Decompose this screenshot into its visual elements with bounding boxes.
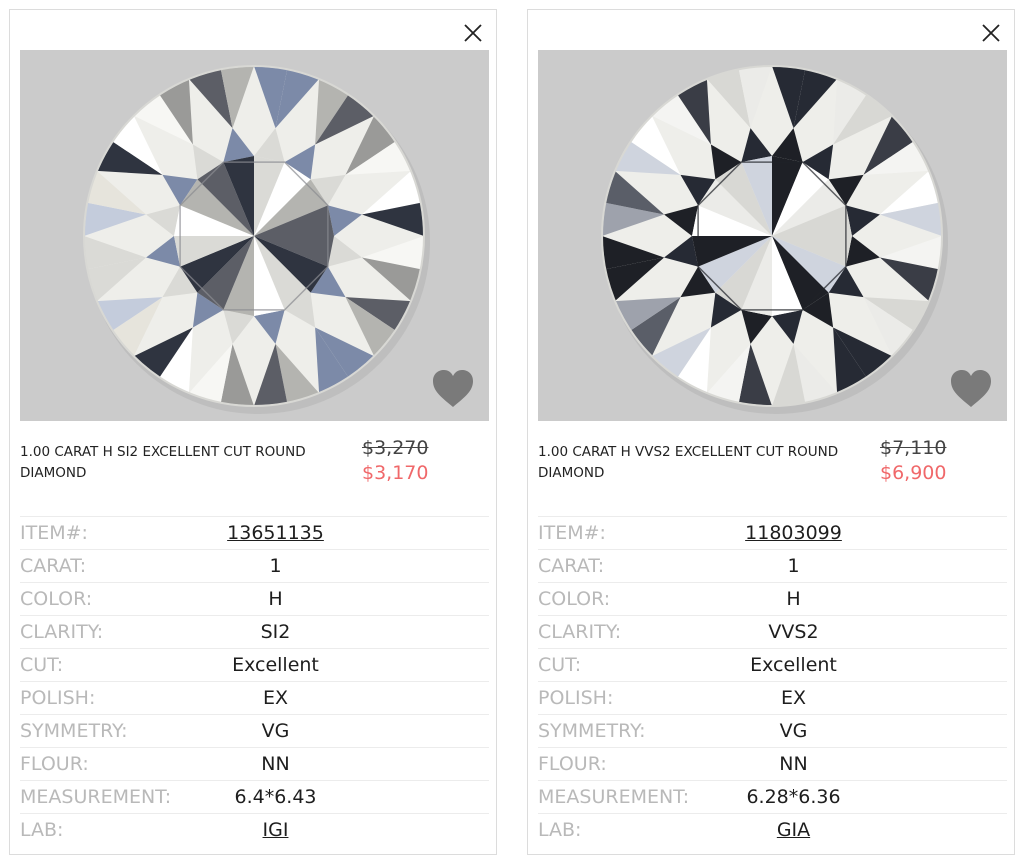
- spec-label: CARAT:: [20, 555, 87, 577]
- original-price: $7,110: [880, 437, 947, 459]
- spec-row-flour: FLOUR: NN: [538, 747, 1007, 780]
- spec-row-carat: CARAT: 1: [538, 549, 1007, 582]
- spec-table: ITEM#: 11803099 CARAT: 1 COLOR: H CLARITY: V…: [538, 516, 1007, 846]
- spec-row-color: COLOR: H: [20, 582, 489, 615]
- spec-row-measurement: MEASUREMENT: 6.4*6.43: [20, 780, 489, 813]
- original-price: $3,270: [362, 437, 429, 459]
- spec-value: SI2: [260, 621, 291, 643]
- heart-icon[interactable]: [431, 369, 475, 409]
- spec-label: POLISH:: [20, 687, 96, 709]
- spec-value: EX: [780, 687, 807, 709]
- diamond-image: [20, 50, 489, 421]
- spec-value: VVS2: [768, 621, 819, 643]
- spec-value: Excellent: [232, 654, 319, 676]
- spec-label: FLOUR:: [538, 753, 607, 775]
- spec-row-polish: POLISH: EX: [538, 681, 1007, 714]
- spec-label: SYMMETRY:: [538, 720, 646, 742]
- spec-value: NN: [779, 753, 808, 775]
- spec-label: CLARITY:: [538, 621, 622, 643]
- spec-label: POLISH:: [538, 687, 614, 709]
- diamond-title[interactable]: 1.00 CARAT H VVS2 EXCELLENT CUT ROUND DI…: [538, 444, 839, 481]
- spec-value: Excellent: [750, 654, 837, 676]
- spec-row-color: COLOR: H: [538, 582, 1007, 615]
- spec-value: 6.4*6.43: [234, 786, 317, 808]
- heart-icon[interactable]: [949, 369, 993, 409]
- spec-label: COLOR:: [20, 588, 93, 610]
- spec-row-lab: LAB: GIA: [538, 813, 1007, 846]
- spec-row-symmetry: SYMMETRY: VG: [20, 714, 489, 747]
- close-icon[interactable]: [461, 21, 485, 45]
- spec-value: H: [786, 588, 801, 610]
- spec-row-item: ITEM#: 13651135: [20, 516, 489, 549]
- spec-label: ITEM#:: [538, 522, 606, 544]
- spec-label: MEASUREMENT:: [538, 786, 690, 808]
- sale-price: $6,900: [880, 462, 947, 484]
- sale-price: $3,170: [362, 462, 429, 484]
- spec-row-cut: CUT: Excellent: [20, 648, 489, 681]
- spec-row-symmetry: SYMMETRY: VG: [538, 714, 1007, 747]
- spec-row-item: ITEM#: 11803099: [538, 516, 1007, 549]
- spec-label: ITEM#:: [20, 522, 88, 544]
- price-block: $3,270 $3,170: [362, 436, 428, 486]
- spec-value: H: [268, 588, 283, 610]
- item-number-link[interactable]: 11803099: [745, 522, 842, 544]
- spec-label: CARAT:: [538, 555, 605, 577]
- spec-value: NN: [261, 753, 290, 775]
- item-number-link[interactable]: 13651135: [227, 522, 324, 544]
- spec-label: CUT:: [20, 654, 64, 676]
- diamond-card-2: 1.00 CARAT H VVS2 EXCELLENT CUT ROUND DI…: [527, 9, 1015, 855]
- spec-label: LAB:: [538, 819, 582, 841]
- spec-label: FLOUR:: [20, 753, 89, 775]
- spec-label: CLARITY:: [20, 621, 104, 643]
- diamond-title[interactable]: 1.00 CARAT H SI2 EXCELLENT CUT ROUND DIA…: [20, 444, 306, 481]
- spec-value: 1: [269, 555, 282, 577]
- diamond-image: [538, 50, 1007, 421]
- spec-value: EX: [262, 687, 289, 709]
- spec-value: 6.28*6.36: [746, 786, 841, 808]
- diamond-card-1: 1.00 CARAT H SI2 EXCELLENT CUT ROUND DIA…: [9, 9, 497, 855]
- spec-value: VG: [779, 720, 808, 742]
- spec-value: 1: [787, 555, 800, 577]
- close-icon[interactable]: [979, 21, 1003, 45]
- spec-row-lab: LAB: IGI: [20, 813, 489, 846]
- spec-label: MEASUREMENT:: [20, 786, 172, 808]
- spec-row-measurement: MEASUREMENT: 6.28*6.36: [538, 780, 1007, 813]
- spec-row-clarity: CLARITY: SI2: [20, 615, 489, 648]
- lab-report-link[interactable]: GIA: [776, 819, 811, 841]
- spec-row-polish: POLISH: EX: [20, 681, 489, 714]
- spec-label: CUT:: [538, 654, 582, 676]
- spec-label: LAB:: [20, 819, 64, 841]
- price-block: $7,110 $6,900: [880, 436, 946, 486]
- spec-value: VG: [261, 720, 290, 742]
- spec-table: ITEM#: 13651135 CARAT: 1 COLOR: H CLARITY: S…: [20, 516, 489, 846]
- spec-row-clarity: CLARITY: VVS2: [538, 615, 1007, 648]
- spec-label: COLOR:: [538, 588, 611, 610]
- lab-report-link[interactable]: IGI: [262, 819, 289, 841]
- spec-row-flour: FLOUR: NN: [20, 747, 489, 780]
- spec-row-carat: CARAT: 1: [20, 549, 489, 582]
- spec-label: SYMMETRY:: [20, 720, 128, 742]
- spec-row-cut: CUT: Excellent: [538, 648, 1007, 681]
